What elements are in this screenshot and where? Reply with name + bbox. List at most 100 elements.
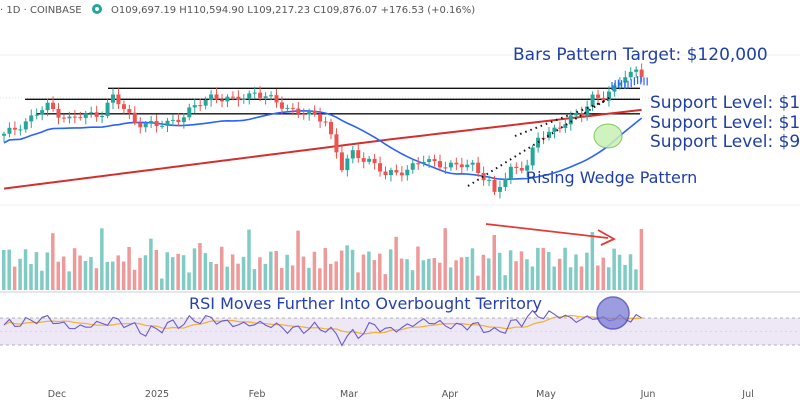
volume-arrow-head bbox=[597, 229, 616, 246]
volume-bar bbox=[236, 263, 240, 290]
volume-bar bbox=[487, 258, 491, 290]
volume-bar bbox=[372, 260, 377, 290]
candle-body bbox=[552, 127, 557, 132]
candle-body bbox=[459, 164, 464, 168]
x-tick-label: Apr bbox=[442, 389, 459, 400]
volume-bar bbox=[149, 238, 153, 290]
candle-body bbox=[18, 129, 23, 131]
support-annotation-2: Support Level: $1 bbox=[650, 113, 800, 133]
candle-body bbox=[454, 162, 459, 165]
candle-body bbox=[40, 110, 45, 115]
ohlc-readout: O109,697.19 H110,594.90 L109,217.23 C109… bbox=[111, 5, 475, 16]
candle-body bbox=[252, 92, 257, 94]
candle-body bbox=[12, 127, 17, 130]
candle-body bbox=[263, 96, 268, 98]
volume-bar bbox=[29, 264, 33, 290]
volume-bar bbox=[481, 254, 486, 290]
candle-body bbox=[487, 179, 492, 181]
rsi-annotation: RSI Moves Further Into Overbought Territ… bbox=[189, 294, 542, 313]
volume-bar bbox=[12, 266, 17, 290]
candle-body bbox=[438, 161, 442, 168]
candle-body bbox=[334, 134, 339, 153]
x-tick-label: May bbox=[536, 389, 556, 400]
candle-body bbox=[492, 179, 497, 192]
volume-bar bbox=[350, 249, 355, 290]
x-tick-label: Jul bbox=[741, 389, 753, 400]
volume-bar bbox=[329, 263, 333, 290]
live-dot-inner bbox=[95, 7, 99, 11]
volume-bar bbox=[78, 255, 82, 290]
candle-body bbox=[165, 120, 170, 126]
candle-body bbox=[279, 102, 284, 109]
symbol-label: · 1D · COINBASE bbox=[0, 5, 82, 16]
ma-200-line bbox=[3, 108, 642, 190]
volume-bar bbox=[252, 269, 257, 290]
volume-bar bbox=[241, 256, 246, 290]
candle-body bbox=[378, 163, 383, 172]
candle-body bbox=[345, 158, 350, 171]
candle-body bbox=[247, 93, 252, 99]
ma-200-path bbox=[3, 108, 642, 190]
candle-body bbox=[143, 123, 148, 128]
candle-body bbox=[514, 166, 519, 168]
volume-bar bbox=[56, 261, 60, 290]
volume-bar bbox=[405, 259, 409, 290]
volume-bar bbox=[170, 257, 175, 290]
candles bbox=[2, 63, 644, 199]
volume-bar bbox=[443, 228, 447, 290]
volume-bar bbox=[617, 254, 622, 290]
volume-bar bbox=[18, 258, 22, 290]
support-highlight-circle bbox=[593, 123, 623, 149]
volume-bar bbox=[367, 251, 371, 290]
volume-bar bbox=[552, 266, 556, 290]
candle-body bbox=[476, 162, 481, 174]
candle-body bbox=[290, 107, 295, 109]
volume-bar bbox=[585, 252, 589, 290]
candle-body bbox=[176, 119, 181, 123]
volume-bar bbox=[269, 251, 273, 290]
volume-bar bbox=[23, 249, 28, 290]
volume-bar bbox=[530, 266, 535, 290]
volume-bar bbox=[94, 268, 99, 290]
candle-body bbox=[285, 107, 290, 109]
candle-body bbox=[236, 96, 241, 101]
volume-bar bbox=[154, 250, 159, 290]
volume-bar bbox=[290, 265, 295, 290]
volume-bar bbox=[448, 267, 453, 290]
candle-body bbox=[470, 162, 475, 165]
candle-body bbox=[312, 110, 317, 115]
candle-body bbox=[443, 167, 448, 169]
candle-body bbox=[111, 94, 115, 103]
candle-body bbox=[94, 112, 99, 117]
volume-bar bbox=[514, 261, 518, 290]
candle-body bbox=[56, 109, 61, 118]
volume-bar bbox=[307, 267, 311, 290]
candle-body bbox=[323, 121, 328, 123]
volume-bar bbox=[427, 258, 431, 290]
volume-bar bbox=[301, 256, 306, 290]
candle-body bbox=[503, 178, 508, 187]
candle-body bbox=[214, 94, 219, 100]
volume-bar bbox=[438, 262, 442, 290]
volume-bar bbox=[61, 256, 66, 290]
candle-body bbox=[230, 96, 235, 98]
candle-body bbox=[525, 165, 530, 171]
volume-bar bbox=[225, 266, 229, 290]
volume-bar bbox=[416, 246, 420, 290]
volume-bar bbox=[378, 253, 382, 290]
rsi-panel bbox=[0, 309, 800, 347]
candle-body bbox=[209, 94, 214, 101]
volume-bar bbox=[45, 252, 50, 290]
volume-bar bbox=[601, 257, 605, 290]
candle-body bbox=[481, 173, 486, 181]
candle-body bbox=[45, 102, 50, 111]
volume-bar bbox=[334, 261, 338, 290]
volume-bar bbox=[388, 249, 393, 290]
x-tick-label: Dec bbox=[48, 389, 66, 400]
candle-body bbox=[29, 115, 34, 122]
volume-bar bbox=[410, 270, 415, 290]
volume-bar bbox=[459, 257, 464, 290]
volume-arrow-line bbox=[485, 223, 609, 239]
volume-bar bbox=[121, 261, 126, 290]
